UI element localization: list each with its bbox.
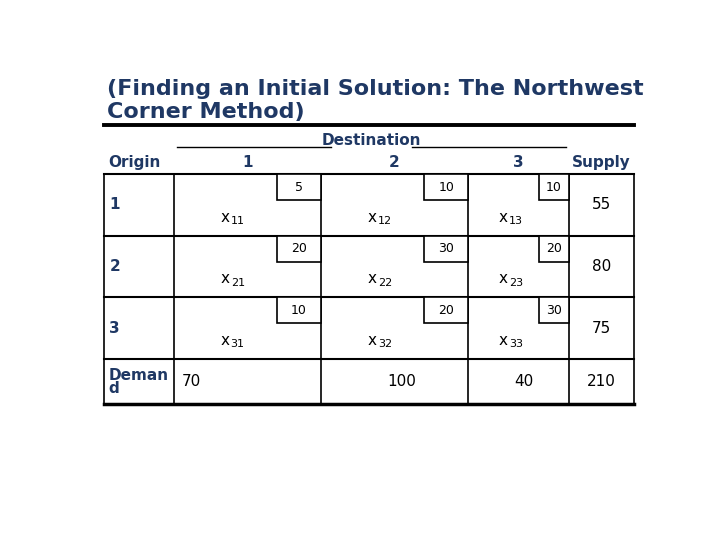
Text: 31: 31 [230, 339, 245, 349]
Text: Deman: Deman [109, 368, 168, 383]
Bar [539, 298, 569, 323]
Bar [276, 174, 321, 200]
Text: 75: 75 [592, 321, 611, 336]
Text: 10: 10 [438, 180, 454, 193]
Text: Corner Method): Corner Method) [107, 102, 305, 122]
Text: 30: 30 [438, 242, 454, 255]
Text: 23: 23 [509, 278, 523, 288]
Text: 40: 40 [515, 374, 534, 389]
Text: 20: 20 [546, 242, 562, 255]
Text: Destination: Destination [322, 133, 421, 148]
Text: 2: 2 [390, 155, 400, 170]
Text: 80: 80 [592, 259, 611, 274]
Text: 10: 10 [546, 180, 562, 193]
Text: x: x [499, 272, 508, 286]
Text: 33: 33 [509, 339, 523, 349]
Text: 100: 100 [387, 374, 415, 389]
Text: 20: 20 [291, 242, 307, 255]
Text: 12: 12 [378, 216, 392, 226]
Text: 3: 3 [513, 155, 524, 170]
Text: x: x [368, 333, 377, 348]
Text: 55: 55 [592, 198, 611, 212]
Text: Origin: Origin [109, 155, 161, 170]
Bar [424, 236, 468, 261]
Text: (Finding an Initial Solution: The Northwest: (Finding an Initial Solution: The Northw… [107, 79, 644, 99]
Bar [539, 236, 569, 261]
Bar [424, 174, 468, 200]
Text: 70: 70 [181, 374, 201, 389]
Text: x: x [499, 333, 508, 348]
Text: 11: 11 [230, 216, 245, 226]
Text: 210: 210 [587, 374, 616, 389]
Text: 32: 32 [378, 339, 392, 349]
Text: x: x [368, 272, 377, 286]
Text: 20: 20 [438, 304, 454, 317]
Text: Supply: Supply [572, 155, 631, 170]
Text: 22: 22 [378, 278, 392, 288]
Text: 30: 30 [546, 304, 562, 317]
Text: x: x [221, 333, 230, 348]
Bar [276, 236, 321, 261]
Text: x: x [221, 272, 230, 286]
Text: 21: 21 [230, 278, 245, 288]
Text: x: x [368, 210, 377, 225]
Bar [424, 298, 468, 323]
Text: 1: 1 [109, 198, 120, 212]
Text: 10: 10 [291, 304, 307, 317]
Text: x: x [499, 210, 508, 225]
Text: 5: 5 [295, 180, 303, 193]
Text: 13: 13 [509, 216, 523, 226]
Bar [276, 298, 321, 323]
Text: 1: 1 [242, 155, 253, 170]
Text: 2: 2 [109, 259, 120, 274]
Text: x: x [221, 210, 230, 225]
Text: d: d [109, 381, 120, 396]
Text: 3: 3 [109, 321, 120, 336]
Bar [539, 174, 569, 200]
